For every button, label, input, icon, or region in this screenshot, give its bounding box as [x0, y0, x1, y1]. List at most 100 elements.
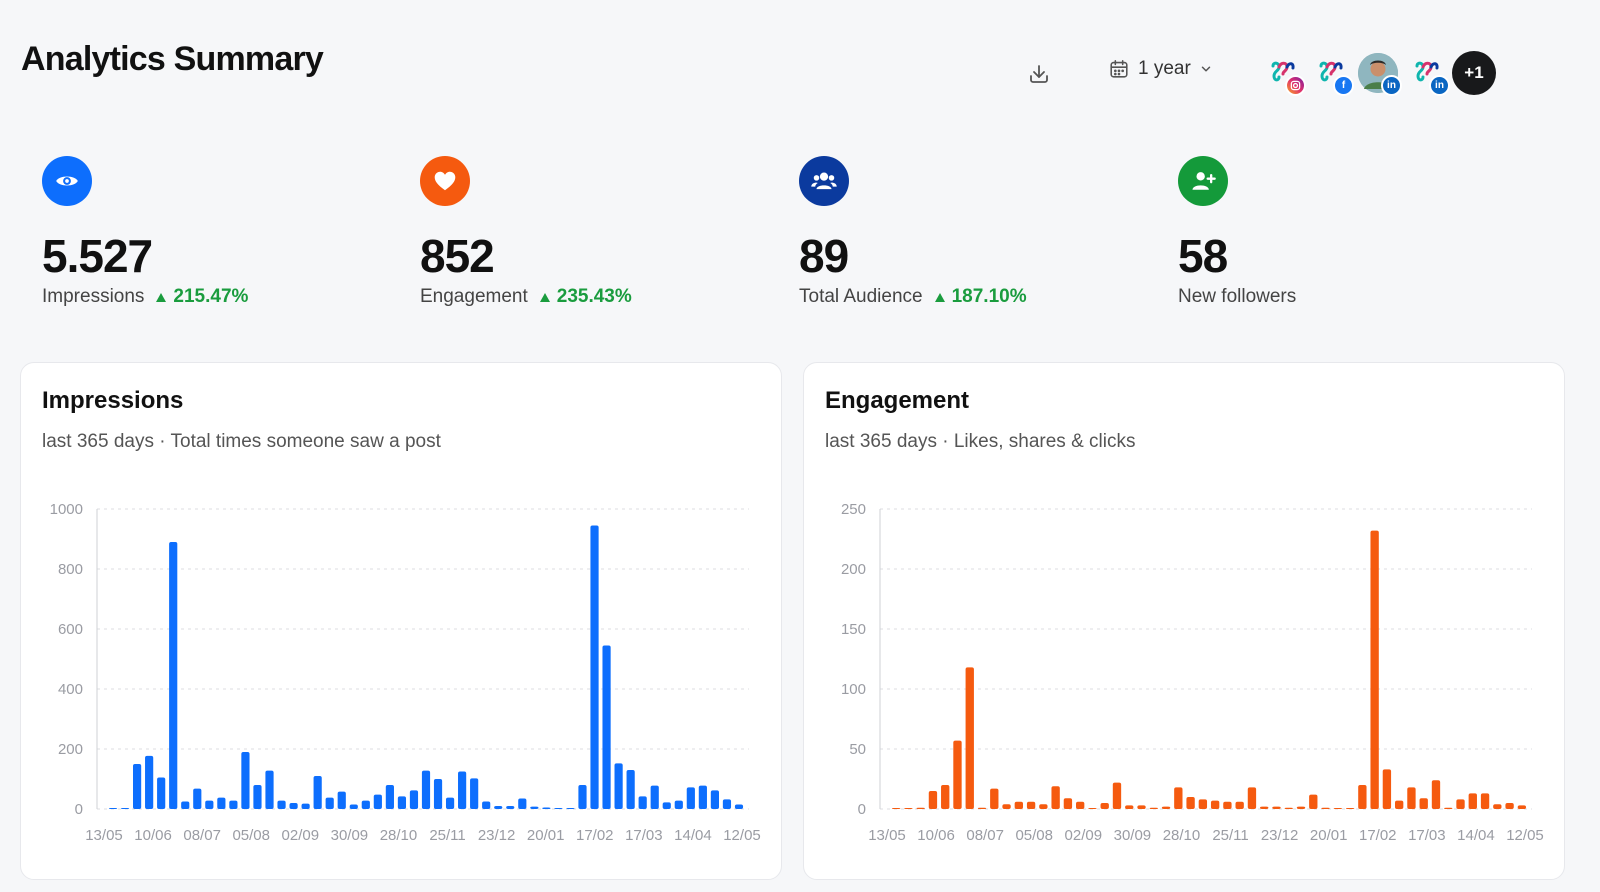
chart-bar[interactable]: [1198, 799, 1208, 809]
chart-bar[interactable]: [1333, 808, 1342, 809]
chart-bar[interactable]: [421, 770, 431, 809]
chart-bar[interactable]: [1076, 801, 1085, 809]
chart-bar[interactable]: [1272, 806, 1281, 809]
chart-bar[interactable]: [349, 804, 358, 810]
chart-bar[interactable]: [722, 799, 732, 809]
chart-bar[interactable]: [1174, 787, 1183, 809]
chart-bar[interactable]: [602, 645, 611, 810]
chart-bar[interactable]: [1149, 807, 1158, 809]
account-avatar-linkedin[interactable]: in: [1406, 53, 1450, 96]
chart-bar[interactable]: [686, 787, 695, 809]
chart-bar[interactable]: [1431, 780, 1441, 809]
chart-bar[interactable]: [1088, 808, 1097, 809]
chart-bar[interactable]: [1296, 806, 1306, 809]
chart-bar[interactable]: [277, 800, 286, 809]
chart-bar[interactable]: [325, 797, 334, 809]
chart-bar[interactable]: [1051, 786, 1060, 809]
chart-bar[interactable]: [916, 807, 925, 809]
chart-bar[interactable]: [1456, 799, 1465, 809]
chart-bar[interactable]: [650, 785, 659, 809]
chart-bar[interactable]: [445, 797, 455, 809]
chart-bar[interactable]: [928, 791, 938, 809]
chart-bar[interactable]: [217, 797, 226, 809]
chart-bar[interactable]: [1223, 801, 1232, 809]
chart-bar[interactable]: [1210, 800, 1220, 809]
chart-bar[interactable]: [1382, 769, 1392, 809]
chart-bar[interactable]: [145, 755, 154, 809]
chart-bar[interactable]: [1407, 787, 1416, 809]
chart-bar[interactable]: [1480, 793, 1490, 809]
chart-bar[interactable]: [253, 785, 262, 809]
chart-bar[interactable]: [590, 525, 599, 810]
chart-bar[interactable]: [205, 800, 214, 809]
chart-bar[interactable]: [1161, 806, 1171, 809]
chart-bar[interactable]: [157, 777, 166, 810]
chart-bar[interactable]: [289, 803, 298, 809]
chart-bar[interactable]: [1517, 805, 1527, 809]
chart-bar[interactable]: [1358, 785, 1367, 809]
chart-bar[interactable]: [397, 796, 407, 809]
chart-bar[interactable]: [361, 800, 370, 809]
chart-bar[interactable]: [554, 808, 563, 809]
chart-bar[interactable]: [1002, 804, 1011, 809]
chart-bar[interactable]: [904, 808, 913, 809]
chart-bar[interactable]: [385, 785, 394, 809]
chart-bar[interactable]: [265, 770, 274, 809]
chart-bar[interactable]: [941, 785, 950, 809]
chart-bar[interactable]: [301, 803, 310, 809]
download-button[interactable]: [1022, 57, 1056, 91]
chart-bar[interactable]: [1063, 798, 1073, 809]
chart-bar[interactable]: [181, 801, 190, 810]
chart-bar[interactable]: [578, 785, 587, 809]
chart-bar[interactable]: [458, 771, 467, 810]
chart-bar[interactable]: [1100, 803, 1109, 809]
chart-bar[interactable]: [1247, 787, 1257, 809]
chart-bar[interactable]: [530, 806, 539, 809]
chart-bar[interactable]: [1284, 807, 1293, 809]
chart-bar[interactable]: [470, 778, 479, 809]
chart-bar[interactable]: [506, 806, 515, 809]
chart-bar[interactable]: [638, 796, 647, 809]
chart-bar[interactable]: [542, 807, 551, 810]
chart-bar[interactable]: [1235, 801, 1244, 809]
account-avatar-instagram[interactable]: [1262, 53, 1306, 96]
chart-bar[interactable]: [1321, 807, 1330, 809]
date-range-select[interactable]: 1 year: [1108, 58, 1213, 80]
chart-bar[interactable]: [626, 770, 635, 809]
chart-bar[interactable]: [409, 790, 419, 809]
chart-bar[interactable]: [1370, 530, 1379, 809]
chart-bar[interactable]: [1345, 808, 1355, 809]
chart-bar[interactable]: [710, 790, 719, 809]
chart-bar[interactable]: [1395, 800, 1404, 809]
chart-bar[interactable]: [662, 802, 671, 809]
chart-bar[interactable]: [734, 804, 744, 810]
chart-bar[interactable]: [977, 807, 987, 809]
chart-bar[interactable]: [1260, 806, 1269, 809]
chart-bar[interactable]: [1039, 804, 1048, 809]
more-accounts-button[interactable]: +1: [1452, 51, 1496, 95]
chart-bar[interactable]: [674, 800, 683, 809]
account-avatar-facebook[interactable]: f: [1310, 53, 1354, 96]
chart-bar[interactable]: [698, 785, 707, 809]
chart-bar[interactable]: [1125, 805, 1134, 809]
chart-bar[interactable]: [482, 801, 491, 810]
chart-bar[interactable]: [1444, 807, 1453, 809]
chart-bar[interactable]: [133, 764, 142, 809]
chart-bar[interactable]: [313, 776, 322, 809]
chart-bar[interactable]: [1112, 782, 1122, 809]
chart-bar[interactable]: [1137, 805, 1146, 809]
chart-bar[interactable]: [373, 794, 382, 809]
account-avatar-linkedin-person[interactable]: in: [1358, 53, 1402, 96]
chart-bar[interactable]: [433, 779, 443, 809]
chart-bar[interactable]: [1026, 801, 1036, 809]
chart-bar[interactable]: [990, 788, 999, 809]
chart-bar[interactable]: [1468, 793, 1477, 809]
chart-bar[interactable]: [193, 788, 202, 809]
chart-bar[interactable]: [1309, 794, 1318, 809]
chart-bar[interactable]: [1505, 803, 1514, 809]
chart-bar[interactable]: [241, 752, 250, 809]
chart-bar[interactable]: [953, 740, 962, 809]
chart-bar[interactable]: [169, 542, 178, 809]
chart-bar[interactable]: [518, 798, 527, 810]
chart-bar[interactable]: [494, 806, 503, 809]
